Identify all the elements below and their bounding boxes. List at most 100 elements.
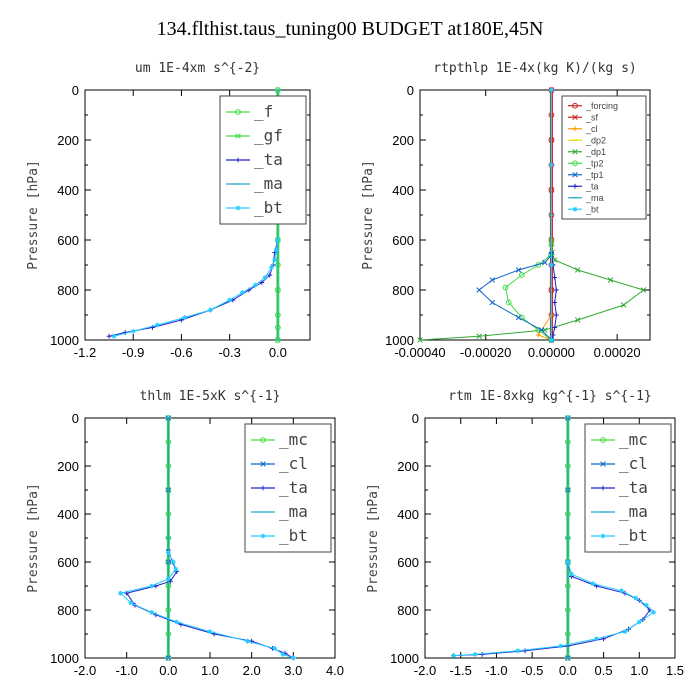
series-bt	[549, 87, 554, 343]
legend-marker	[600, 437, 606, 443]
data-point	[505, 299, 512, 306]
data-point	[165, 576, 171, 582]
panel-title: um 1E-4xm s^{-2}	[135, 61, 260, 76]
data-point	[149, 583, 155, 589]
data-point	[476, 287, 482, 293]
x-tick-label: -2.0	[414, 663, 436, 678]
series-tp2	[502, 242, 555, 343]
data-point	[535, 332, 541, 338]
y-tick-label: 600	[57, 555, 79, 570]
legend: _forcing_sf _cl_dp2 _dp1_tp2 _tp1_ta _ma_bt	[561, 95, 647, 220]
legend-label: _bt	[585, 204, 599, 214]
legend-label: _cl	[585, 124, 598, 134]
y-tick-label: 1000	[390, 651, 419, 666]
data-point	[553, 312, 559, 318]
x-tick-label: 1.0	[201, 663, 219, 678]
x-tick-label: -0.5	[521, 663, 543, 678]
series-bt	[111, 237, 281, 339]
legend: _mc _cl _ta _ma _bt	[584, 423, 672, 553]
legend-label: _cl	[619, 454, 648, 473]
legend-marker	[235, 133, 241, 139]
series-bt	[118, 550, 296, 661]
data-point	[633, 595, 639, 601]
data-point	[515, 648, 521, 654]
legend-label: _ma	[279, 502, 308, 521]
x-tick-label: -0.00040	[394, 345, 445, 360]
legend-marker	[260, 437, 266, 443]
data-point	[207, 307, 213, 313]
data-point	[280, 652, 286, 657]
legend-label: _bt	[254, 198, 283, 217]
data-point	[553, 287, 559, 293]
x-tick-label: 0.0	[159, 663, 177, 678]
data-point	[262, 275, 268, 280]
legend-label: _mc	[279, 430, 308, 449]
panel-title: rtpthlp 1E-4x(kg K)/(kg s)	[433, 61, 637, 76]
legend-label: _gf	[254, 126, 283, 145]
data-point	[269, 265, 274, 270]
data-point	[594, 636, 599, 642]
y-tick-label: 200	[57, 459, 79, 474]
data-point	[182, 315, 188, 320]
legend-label: _dp1	[585, 147, 606, 157]
legend-label: _f	[254, 102, 273, 121]
y-tick-label: 600	[392, 233, 414, 248]
data-point	[267, 272, 273, 278]
data-point	[272, 257, 278, 263]
y-tick-label: 400	[397, 507, 419, 522]
series-line	[119, 552, 294, 659]
legend-label: _ta	[619, 478, 648, 497]
data-point	[569, 571, 574, 577]
data-point	[173, 566, 179, 572]
series-ma	[565, 417, 571, 659]
y-tick-label: 200	[57, 133, 79, 148]
legend-marker	[600, 533, 606, 539]
y-tick-label: 200	[392, 133, 414, 148]
y-tick-label: 0	[407, 83, 414, 98]
data-point	[489, 277, 496, 283]
legend-marker	[260, 533, 266, 539]
x-tick-label: 0.00020	[594, 345, 641, 360]
data-point	[590, 581, 596, 586]
legend-label: _ta	[254, 150, 283, 169]
figure-title: 134.flthist.taus_tuning00 BUDGET at180E,…	[156, 18, 544, 40]
legend-marker	[260, 485, 266, 491]
series-ta	[451, 559, 653, 658]
legend-marker	[572, 206, 578, 212]
legend: _f _gf _ta _ma _bt	[219, 95, 307, 225]
data-point	[522, 648, 528, 654]
y-axis-label: Pressure [hPa]	[26, 160, 41, 270]
y-tick-label: 0	[412, 411, 419, 426]
series-line	[453, 561, 651, 657]
y-tick-label: 800	[392, 283, 414, 298]
data-point	[644, 602, 649, 608]
x-tick-label: -0.9	[122, 345, 144, 360]
data-point	[118, 590, 123, 596]
data-point	[502, 284, 509, 291]
data-point	[165, 550, 171, 555]
x-tick-label: -1.2	[74, 345, 96, 360]
data-point	[207, 629, 213, 634]
panel-title: rtm 1E-8xkg kg^{-1} s^{-1}	[448, 389, 652, 404]
data-point	[552, 275, 558, 280]
x-tick-label: -0.3	[218, 345, 240, 360]
chart-panel-1: um 1E-4xm s^{-2} Pressure [hPa] 0 200 400 600…	[26, 61, 311, 360]
chart-panel-2: rtpthlp 1E-4x(kg K)/(kg s) Pressure [hPa]…	[361, 61, 651, 360]
legend-box	[561, 95, 647, 220]
data-point	[106, 333, 112, 339]
x-tick-label: -0.6	[170, 345, 192, 360]
legend-marker	[572, 148, 578, 155]
legend-label: _ma	[619, 502, 648, 521]
data-point	[245, 638, 250, 644]
data-point	[111, 333, 117, 339]
x-tick-label: 3.0	[284, 663, 302, 678]
legend-label: _tp2	[585, 158, 604, 168]
legend-label: _sf	[585, 112, 599, 122]
x-tick-label: -0.00020	[460, 345, 511, 360]
data-point	[651, 610, 656, 615]
y-tick-label: 800	[397, 603, 419, 618]
data-point	[130, 328, 136, 334]
legend-marker	[572, 114, 578, 121]
legend-label: _ma	[585, 193, 604, 203]
